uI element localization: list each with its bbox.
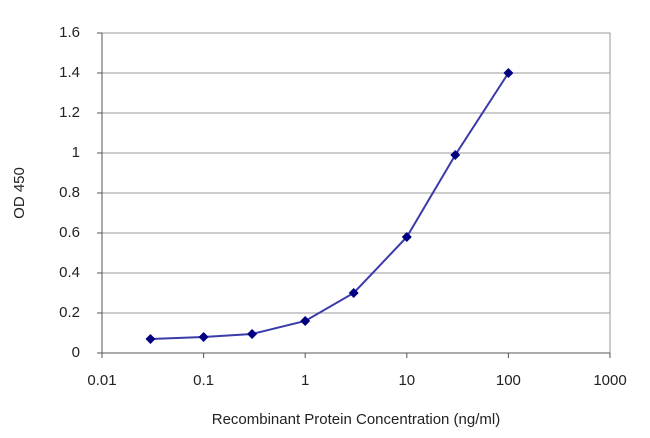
y-tick-label: 1 (72, 144, 80, 161)
data-point (145, 334, 156, 344)
y-tick-label: 0 (72, 344, 80, 361)
data-point (300, 316, 311, 326)
y-tick-label: 0.8 (59, 184, 80, 201)
y-tick-label: 1.4 (59, 64, 80, 81)
y-tick-label: 1.2 (59, 104, 80, 121)
data-point (198, 332, 209, 342)
x-tick-label: 0.01 (87, 372, 116, 389)
data-line (150, 72, 510, 340)
data-point (348, 288, 359, 298)
x-tick-label: 10 (398, 372, 415, 389)
x-tick-label: 100 (496, 372, 521, 389)
x-axis-label: Recombinant Protein Concentration (ng/ml… (212, 411, 500, 428)
y-axis-label: OD 450 (11, 167, 28, 219)
data-point (247, 329, 258, 339)
y-tick-label: 0.4 (59, 264, 80, 281)
data-point (503, 68, 514, 78)
x-tick-label: 1 (301, 372, 309, 389)
x-tick-label: 1000 (593, 372, 626, 389)
data-point (450, 150, 461, 160)
y-tick-label: 1.6 (59, 24, 80, 41)
y-tick-label: 0.6 (59, 224, 80, 241)
x-tick-label: 0.1 (193, 372, 214, 389)
y-tick-label: 0.2 (59, 304, 80, 321)
data-point (401, 232, 412, 242)
